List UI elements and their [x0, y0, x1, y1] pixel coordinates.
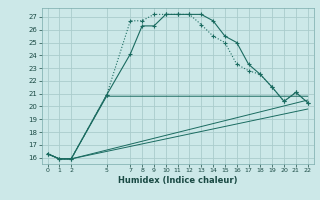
X-axis label: Humidex (Indice chaleur): Humidex (Indice chaleur) [118, 176, 237, 185]
